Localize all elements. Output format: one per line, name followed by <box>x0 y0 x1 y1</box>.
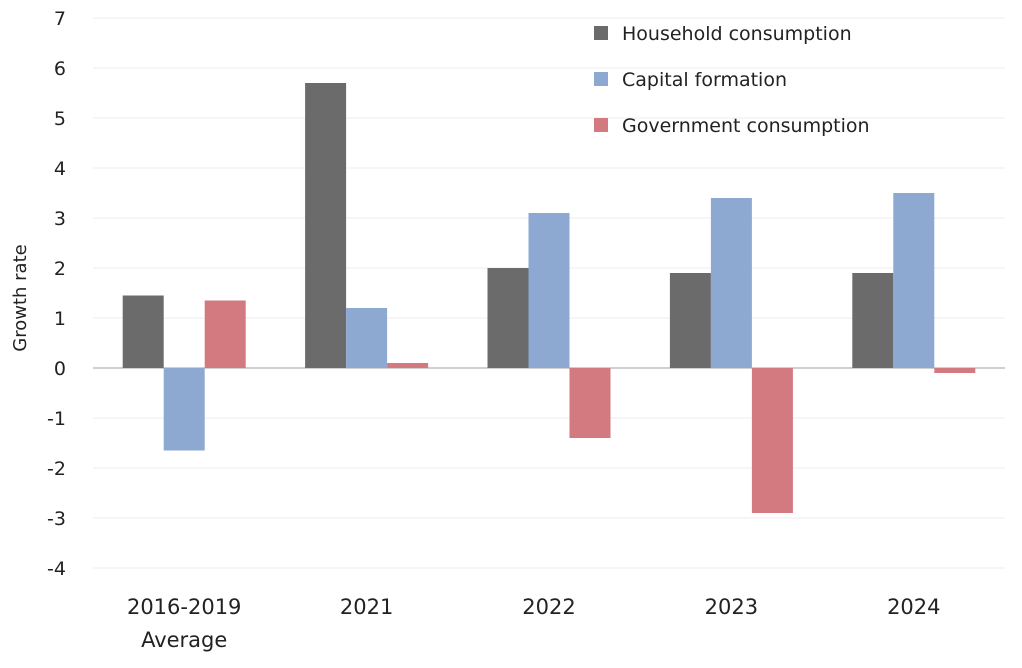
y-tick-label: 4 <box>54 158 66 180</box>
x-tick-labels: 2016-2019 Average 2021 2022 2023 2024 <box>127 595 941 652</box>
y-tick-label: 6 <box>54 58 66 80</box>
bar-government-consumption <box>204 300 246 368</box>
legend: Household consumption Capital formation Go… <box>594 23 870 137</box>
bar-capital-formation <box>710 198 752 368</box>
bar-government-consumption <box>569 368 611 438</box>
y-tick-label: 3 <box>54 208 66 230</box>
legend-swatch <box>594 72 608 86</box>
x-tick-label: 2024 <box>887 595 940 619</box>
bar-government-consumption <box>934 368 976 373</box>
y-tick-labels: -4 -3 -2 -1 0 1 2 3 4 5 6 7 <box>47 8 66 580</box>
legend-label: Government consumption <box>622 115 870 137</box>
bar-household-consumption <box>122 295 164 368</box>
y-tick-label: 0 <box>54 358 66 380</box>
x-tick-label: 2016-2019 <box>127 595 241 619</box>
y-tick-label: 7 <box>54 8 66 30</box>
bar-capital-formation <box>893 193 935 368</box>
bar-household-consumption <box>305 83 347 368</box>
bar-capital-formation <box>528 213 570 368</box>
bars <box>122 83 976 513</box>
bar-government-consumption <box>751 368 793 513</box>
bar-capital-formation <box>163 368 205 451</box>
bar-household-consumption <box>487 268 529 368</box>
bar-government-consumption <box>387 363 429 368</box>
y-tick-label: -1 <box>47 408 66 430</box>
x-tick-label: 2022 <box>522 595 575 619</box>
bar-household-consumption <box>669 273 711 368</box>
x-tick-label: 2021 <box>340 595 393 619</box>
y-tick-label: -4 <box>47 558 66 580</box>
y-tick-label: 5 <box>54 108 66 130</box>
bar-capital-formation <box>346 308 388 368</box>
y-tick-label: 1 <box>54 308 66 330</box>
y-tick-label: 2 <box>54 258 66 280</box>
legend-swatch <box>594 26 608 40</box>
legend-label: Household consumption <box>622 23 852 45</box>
y-axis-title: Growth rate <box>10 244 31 351</box>
legend-label: Capital formation <box>622 69 787 91</box>
y-tick-label: -3 <box>47 508 66 530</box>
bar-household-consumption <box>852 273 894 368</box>
x-tick-label: Average <box>141 628 227 652</box>
y-tick-label: -2 <box>47 458 66 480</box>
x-tick-label: 2023 <box>705 595 758 619</box>
legend-swatch <box>594 118 608 132</box>
